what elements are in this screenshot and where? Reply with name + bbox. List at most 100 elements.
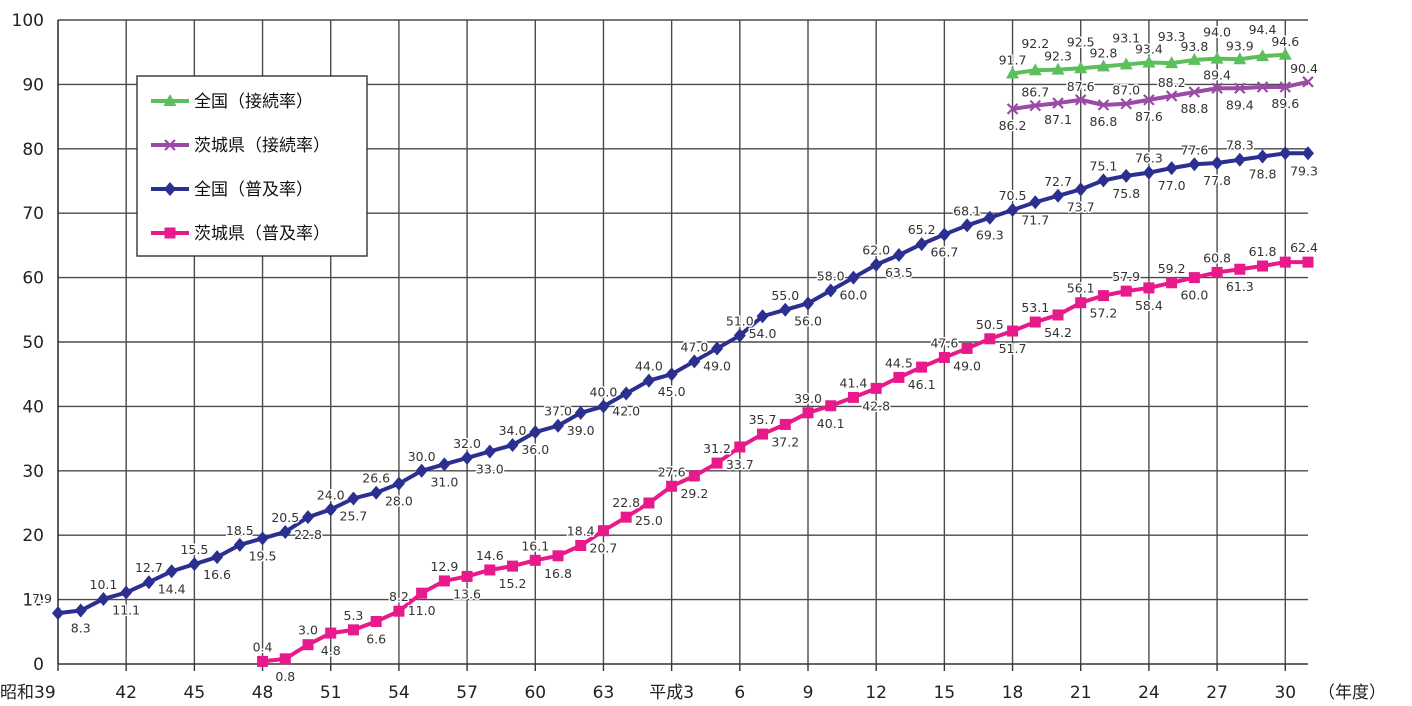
data-point-square [757,428,769,440]
data-point-x-stroke [1143,94,1155,106]
data-point-diamond [961,218,974,233]
data-label: 15.5 [180,542,208,557]
data-label: 46.1 [908,377,936,392]
data-label: 32.0 [453,436,481,451]
data-point-x-stroke [1279,81,1292,93]
data-point-diamond [597,399,610,414]
data-label: 36.0 [521,442,549,457]
data-label: 92.3 [1044,49,1072,64]
data-point-square [1143,282,1155,294]
data-label: 54.0 [749,326,777,341]
data-point-square [870,382,882,394]
data-label: 16.6 [203,567,231,582]
data-label: 92.5 [1067,34,1095,49]
data-point-diamond [1120,168,1133,183]
data-label: 4.8 [321,643,341,658]
data-point-diamond [756,309,769,324]
data-point-square [575,540,587,552]
data-label: 76.3 [1135,151,1163,166]
data-label: 86.7 [1021,85,1049,100]
data-point-square [461,570,473,582]
data-label: 51.0 [726,314,754,329]
data-label: 8.2 [389,589,409,604]
data-label: 19.5 [249,548,277,563]
legend-entry-label: 全国（普及率） [194,180,313,200]
data-point-triangle [1278,47,1292,60]
data-label: 47.6 [930,335,958,350]
data-label: 78.3 [1226,138,1254,153]
data-point-square [893,371,905,383]
x-tick-label: 60 [524,683,546,703]
y-tick-label: 60 [22,269,44,289]
data-point-diamond [302,510,314,525]
data-point-diamond [256,531,269,546]
data-point-diamond [529,425,542,440]
data-point-x-stroke [1188,86,1201,98]
data-point-square [620,511,632,523]
data-label: 88.8 [1180,101,1208,116]
data-point-x-stroke [1165,90,1178,102]
x-tick-label: 45 [184,683,206,703]
data-label: 14.4 [158,581,186,596]
y-tick-label: 70 [22,204,44,224]
data-label: 65.2 [908,222,936,237]
data-point-x-stroke [1211,82,1223,95]
data-point-triangle [1006,66,1020,79]
data-point-square [507,560,519,572]
data-point-square [711,457,723,469]
y-tick-label: 90 [22,75,44,95]
data-label: 20.5 [271,510,299,525]
data-point-square [552,550,564,562]
data-point-diamond [665,367,678,382]
data-label: 92.8 [1090,45,1118,60]
legend-entry-label: 茨城県（接続率） [194,136,330,156]
data-point-diamond [370,485,383,500]
data-point-triangle [1074,61,1088,74]
data-point-triangle [1096,59,1110,72]
data-label: 18.5 [226,523,254,538]
y-tick-label: 50 [22,333,44,353]
data-point-square [1188,272,1200,284]
data-point-diamond [1074,182,1087,197]
data-point-square [802,407,814,419]
data-label: 39.0 [794,391,822,406]
data-label: 40.0 [590,384,618,399]
data-label: 87.1 [1044,112,1072,127]
data-label: 62.0 [862,243,890,258]
x-tick-label: 63 [593,683,615,703]
data-label: 45.0 [658,384,686,399]
data-point-x [1006,103,1019,115]
data-label: 93.8 [1180,39,1208,54]
data-point-diamond [574,405,587,420]
data-point-triangle [163,94,177,106]
x-tick-label: 9 [803,683,814,703]
data-label: 25.7 [340,508,368,523]
y-tick-label: 30 [22,462,44,482]
data-point-square [416,587,428,599]
data-label: 12.7 [135,560,163,575]
data-label: 10.1 [90,577,118,592]
data-label: 20.7 [590,541,618,556]
data-point-square [325,627,337,639]
data-point-square [1257,260,1269,272]
data-point-diamond [392,476,405,491]
data-point-x [1234,82,1246,95]
data-label: 77.0 [1158,178,1186,193]
x-tick-label: 48 [252,683,274,703]
data-point-triangle [1051,62,1065,75]
data-point-diamond [642,373,655,388]
data-point-x [1143,94,1155,106]
data-point-square [1279,256,1291,268]
data-label: 89.4 [1226,97,1254,112]
data-label: 44.0 [635,359,663,374]
data-label: 62.4 [1290,240,1318,255]
data-label: 59.2 [1158,261,1186,276]
data-point-square [1097,290,1109,302]
data-point-diamond [1029,195,1042,210]
data-label: 75.1 [1090,158,1118,173]
data-point-square [666,480,678,492]
data-point-x-stroke [1120,97,1132,110]
data-label: 86.8 [1090,114,1118,129]
data-point-diamond [915,237,928,252]
y-tick-label: 10 [22,591,44,611]
